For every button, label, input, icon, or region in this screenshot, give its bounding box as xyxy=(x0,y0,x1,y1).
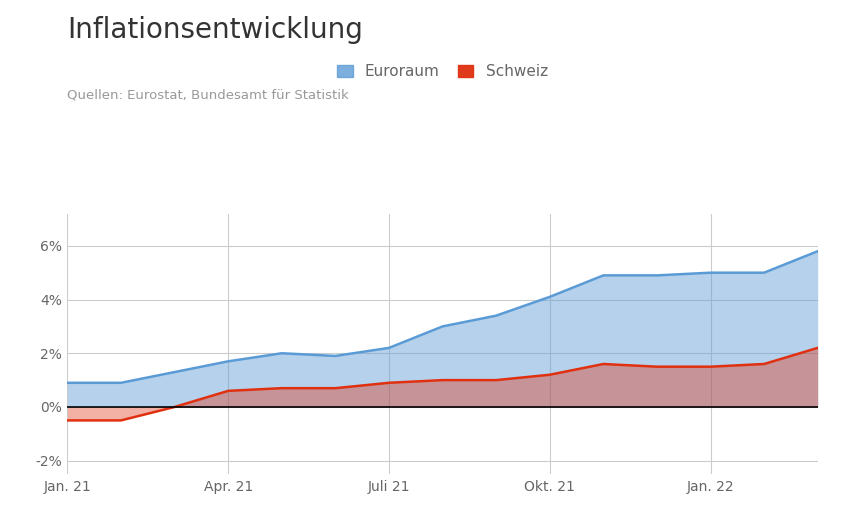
Text: Inflationsentwicklung: Inflationsentwicklung xyxy=(67,16,363,44)
Text: Quellen: Eurostat, Bundesamt für Statistik: Quellen: Eurostat, Bundesamt für Statist… xyxy=(67,89,349,102)
Legend: Euroraum, Schweiz: Euroraum, Schweiz xyxy=(333,60,552,84)
